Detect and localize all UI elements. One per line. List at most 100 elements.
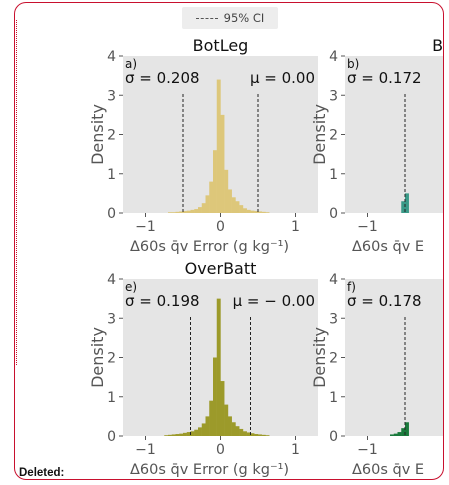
x-tick-label: −1 xyxy=(135,219,156,235)
histogram-bar xyxy=(175,211,180,213)
histogram-bar xyxy=(401,201,406,213)
mu-annotation: μ = − 0.00 xyxy=(233,292,315,310)
histogram-panel-2: 0 1 2 3 4 −1 Density Δ60s q̄v E Bo b)σ = 0.172 xyxy=(310,36,443,255)
histogram-bar xyxy=(171,434,176,436)
x-tick-label: −1 xyxy=(357,219,378,235)
y-tick-label: 3 xyxy=(107,311,116,327)
histogram-bar xyxy=(198,207,202,213)
y-tick-label: 0 xyxy=(329,206,338,222)
x-tick-label: 0 xyxy=(216,219,225,235)
histogram-bar xyxy=(261,434,266,436)
histogram-bar xyxy=(190,431,195,436)
y-tick-label: 2 xyxy=(107,128,116,144)
histogram-bar xyxy=(209,181,214,213)
histogram-bar xyxy=(239,205,244,213)
y-tick-label: 1 xyxy=(329,390,338,406)
y-tick-label: 2 xyxy=(329,351,338,367)
tracked-change-frame xyxy=(14,2,444,480)
y-tick-label: 3 xyxy=(107,88,116,104)
x-axis-label: Δ60s q̄v Error (g kg⁻¹) xyxy=(130,239,289,255)
axes-background xyxy=(345,279,443,436)
histogram-bar xyxy=(254,434,259,436)
histogram-bar xyxy=(228,189,232,213)
histogram-bar xyxy=(175,434,180,436)
histogram-bar xyxy=(246,432,251,436)
histogram-bar xyxy=(405,422,409,436)
legend-label: 95% CI xyxy=(223,11,265,25)
histogram-bar xyxy=(213,150,217,213)
histogram-bar xyxy=(168,212,172,213)
y-axis-label: Density xyxy=(310,104,329,165)
histogram-bar xyxy=(190,209,195,213)
sigma-annotation: σ = 0.208 xyxy=(125,69,200,87)
histogram-bar xyxy=(205,195,210,213)
y-tick-label: 0 xyxy=(107,429,116,445)
mu-annotation: μ = 0.00 xyxy=(250,69,315,87)
panel-label: b) xyxy=(347,57,359,71)
histogram-bar xyxy=(246,209,251,213)
histogram-bar xyxy=(235,201,240,213)
histogram-bar xyxy=(220,381,225,436)
histogram-bar xyxy=(194,209,199,213)
histogram-bar xyxy=(265,212,270,213)
histogram-bar xyxy=(390,434,394,436)
panel-label: a) xyxy=(125,57,137,71)
histogram-bar xyxy=(216,298,221,436)
histogram-bar xyxy=(171,212,176,213)
histogram-bar xyxy=(235,426,240,436)
histogram-bar xyxy=(179,433,184,436)
histogram-bar xyxy=(216,79,221,213)
histogram-bar xyxy=(164,435,169,436)
x-axis-label: Δ60s q̄v Error (g kg⁻¹) xyxy=(130,462,289,478)
histogram-bar xyxy=(183,211,187,213)
histogram-bar xyxy=(405,193,409,213)
y-axis-label: Density xyxy=(88,327,107,388)
histogram-bar xyxy=(209,400,214,436)
histogram-bar xyxy=(258,211,262,213)
x-tick-label: −1 xyxy=(135,442,156,458)
y-tick-label: 4 xyxy=(329,49,338,65)
histogram-bar xyxy=(213,357,217,436)
histogram-bar xyxy=(183,432,187,436)
x-tick-label: 1 xyxy=(291,442,300,458)
histogram-bar xyxy=(243,431,247,436)
y-tick-label: 0 xyxy=(329,429,338,445)
histogram-bar xyxy=(201,423,206,436)
sigma-annotation: σ = 0.178 xyxy=(347,292,422,310)
panel-title: BotLeg xyxy=(193,36,249,55)
y-tick-label: 2 xyxy=(329,128,338,144)
histogram-bar xyxy=(186,432,191,436)
x-tick-label: 1 xyxy=(291,219,300,235)
histogram-bar xyxy=(250,433,255,436)
chart-legend: 95% CI xyxy=(182,7,278,29)
y-tick-label: 4 xyxy=(107,49,116,65)
y-tick-label: 4 xyxy=(107,272,116,288)
x-tick-label: 0 xyxy=(216,442,225,458)
histogram-panel-4: 0 1 2 3 4 −1 Density Δ60s q̄v E f)σ = 0.178 xyxy=(310,272,443,478)
histogram-bar xyxy=(198,427,202,436)
histogram-bar xyxy=(393,433,398,436)
y-tick-label: 3 xyxy=(329,311,338,327)
y-tick-label: 1 xyxy=(107,390,116,406)
deleted-label: Deleted: xyxy=(19,467,65,479)
sigma-annotation: σ = 0.198 xyxy=(125,292,200,310)
y-tick-label: 0 xyxy=(107,206,116,222)
y-tick-label: 2 xyxy=(107,351,116,367)
histogram-bar xyxy=(231,197,236,213)
histogram-bar xyxy=(243,208,247,213)
histogram-bar xyxy=(224,404,229,436)
histogram-bar xyxy=(265,435,270,436)
histogram-bar xyxy=(205,416,210,436)
x-axis-label: Δ60s q̄v E xyxy=(352,462,424,478)
axes-background xyxy=(345,56,443,213)
y-tick-label: 4 xyxy=(329,272,338,288)
y-tick-label: 1 xyxy=(107,167,116,183)
histogram-bar xyxy=(258,434,262,436)
y-axis-label: Density xyxy=(310,327,329,388)
panel-title: OverBatt xyxy=(185,259,257,278)
histogram-bar xyxy=(186,210,191,213)
y-axis-label: Density xyxy=(88,104,107,165)
